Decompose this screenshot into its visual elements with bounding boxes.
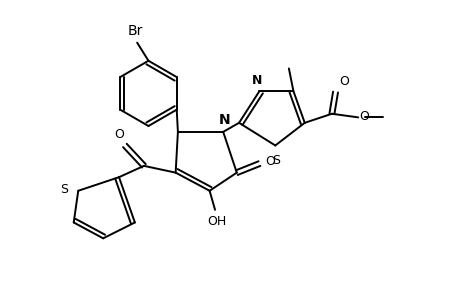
Text: OH: OH xyxy=(207,215,226,228)
Text: N: N xyxy=(218,113,230,128)
Text: O: O xyxy=(338,75,348,88)
Text: S: S xyxy=(60,183,68,196)
Text: S: S xyxy=(272,154,280,166)
Text: N: N xyxy=(252,74,262,88)
Text: Br: Br xyxy=(127,24,142,38)
Text: O: O xyxy=(265,155,274,168)
Text: O: O xyxy=(359,110,369,122)
Text: O: O xyxy=(114,128,123,141)
